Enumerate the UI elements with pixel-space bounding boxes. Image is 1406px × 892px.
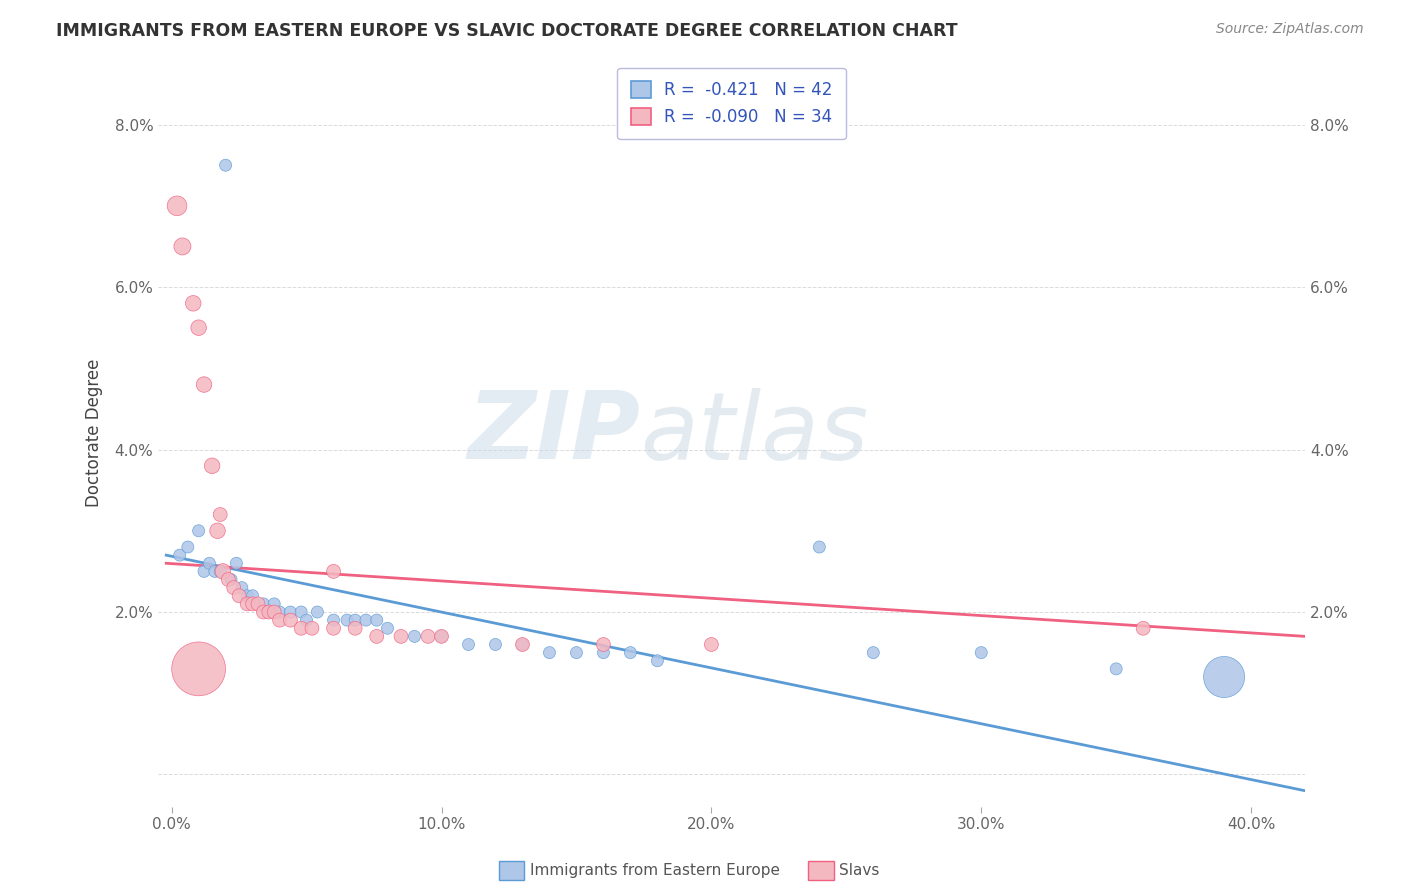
Point	[209, 508, 232, 522]
Point	[219, 573, 242, 587]
Point	[187, 662, 209, 676]
Point	[193, 377, 215, 392]
Point	[225, 556, 247, 570]
Point	[198, 556, 221, 570]
Point	[565, 646, 588, 660]
Point	[217, 573, 239, 587]
Point	[457, 638, 479, 652]
Point	[301, 621, 323, 635]
Point	[228, 589, 250, 603]
Point	[177, 540, 200, 554]
Point	[242, 589, 264, 603]
Point	[344, 621, 367, 635]
Point	[290, 605, 312, 619]
Point	[263, 605, 285, 619]
Point	[246, 597, 269, 611]
Point	[242, 597, 264, 611]
Point	[193, 565, 215, 579]
Point	[322, 613, 344, 627]
Point	[236, 589, 259, 603]
Point	[430, 629, 453, 643]
Point	[257, 605, 280, 619]
Point	[1132, 621, 1154, 635]
Point	[187, 524, 209, 538]
Point	[222, 581, 245, 595]
Point	[430, 629, 453, 643]
Point	[592, 638, 614, 652]
Point	[263, 597, 285, 611]
Point	[269, 613, 291, 627]
Point	[377, 621, 399, 635]
Point	[700, 638, 723, 652]
Point	[295, 613, 318, 627]
Point	[538, 646, 561, 660]
Point	[280, 613, 302, 627]
Point	[336, 613, 359, 627]
Point	[172, 239, 194, 253]
Point	[484, 638, 506, 652]
Point	[592, 646, 614, 660]
Point	[280, 605, 302, 619]
Text: IMMIGRANTS FROM EASTERN EUROPE VS SLAVIC DOCTORATE DEGREE CORRELATION CHART: IMMIGRANTS FROM EASTERN EUROPE VS SLAVIC…	[56, 22, 957, 40]
Point	[201, 458, 224, 473]
Point	[322, 565, 344, 579]
Point	[204, 565, 226, 579]
Point	[1213, 670, 1236, 684]
Point	[166, 199, 188, 213]
Point	[416, 629, 439, 643]
Point	[404, 629, 426, 643]
Point	[366, 629, 388, 643]
Point	[257, 605, 280, 619]
Point	[236, 597, 259, 611]
Point	[808, 540, 831, 554]
Point	[619, 646, 641, 660]
Point	[169, 548, 191, 562]
Point	[252, 605, 274, 619]
Point	[389, 629, 412, 643]
Point	[212, 565, 235, 579]
Point	[209, 565, 232, 579]
Point	[354, 613, 377, 627]
Text: Immigrants from Eastern Europe: Immigrants from Eastern Europe	[530, 863, 780, 878]
Point	[647, 654, 669, 668]
Text: atlas: atlas	[640, 388, 868, 479]
Text: ZIP: ZIP	[467, 387, 640, 479]
Point	[231, 581, 253, 595]
Point	[322, 621, 344, 635]
Point	[307, 605, 329, 619]
Point	[862, 646, 884, 660]
Point	[290, 621, 312, 635]
Point	[344, 613, 367, 627]
Point	[970, 646, 993, 660]
Point	[207, 524, 229, 538]
Point	[252, 597, 274, 611]
Y-axis label: Doctorate Degree: Doctorate Degree	[86, 359, 103, 508]
Point	[1105, 662, 1128, 676]
Point	[214, 158, 236, 172]
Point	[366, 613, 388, 627]
Point	[269, 605, 291, 619]
Legend: R =  -0.421   N = 42, R =  -0.090   N = 34: R = -0.421 N = 42, R = -0.090 N = 34	[617, 68, 846, 139]
Point	[512, 638, 534, 652]
Point	[181, 296, 204, 310]
Text: Slavs: Slavs	[839, 863, 880, 878]
Point	[512, 638, 534, 652]
Text: Source: ZipAtlas.com: Source: ZipAtlas.com	[1216, 22, 1364, 37]
Point	[187, 320, 209, 334]
